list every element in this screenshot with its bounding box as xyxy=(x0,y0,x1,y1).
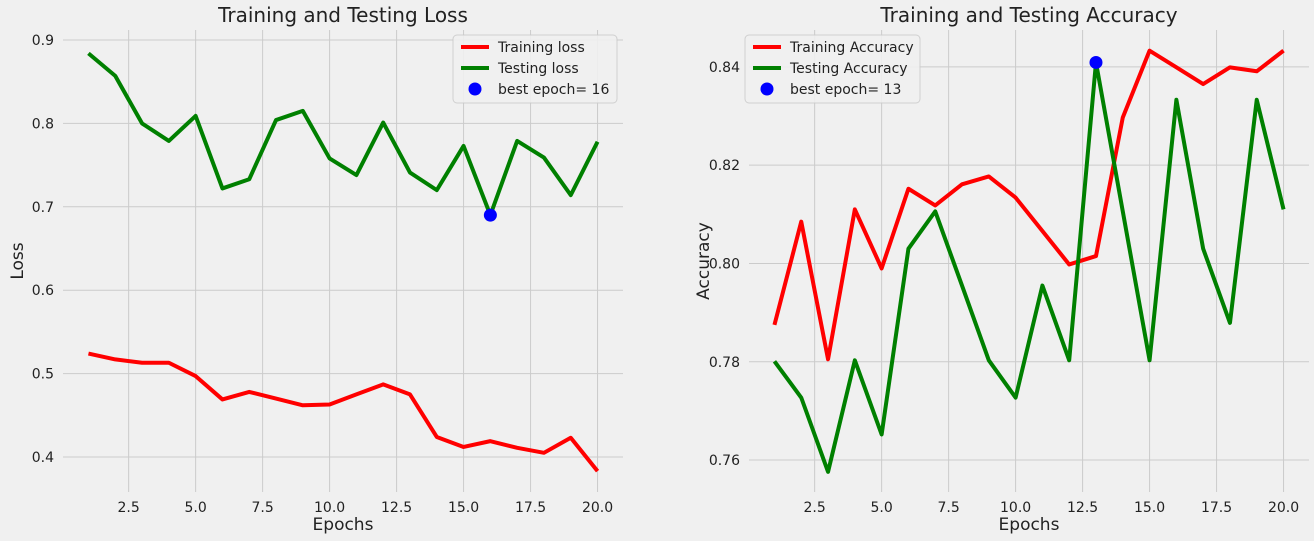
x-tick-label: 10.0 xyxy=(1000,500,1031,516)
x-tick-label: 12.5 xyxy=(1067,500,1098,516)
best-epoch-marker xyxy=(483,208,497,222)
legend: Training loss Testing loss best epoch= 16 xyxy=(452,34,618,104)
x-axis-label: Epochs xyxy=(999,515,1060,535)
chart-2: 2.5 5.0 7.5 10.0 12.5 15.0 17.5 20.0 0.76 0.78 0.8… xyxy=(694,3,1309,535)
y-axis-label: Accuracy xyxy=(694,222,714,300)
legend: Training Accuracy Testing Accuracy best ep… xyxy=(744,34,921,104)
y-tick-label: 0.4 xyxy=(32,450,54,466)
x-tick-label: 5.0 xyxy=(184,500,206,516)
legend-label: Testing loss xyxy=(497,61,579,77)
chart-1: 2.5 5.0 7.5 10.0 12.5 15.0 17.5 20.0 0.4 0.5 0.6 0.… xyxy=(8,3,623,535)
x-tick-label: 2.5 xyxy=(118,500,140,516)
y-tick-label: 0.76 xyxy=(709,453,740,469)
x-tick-label: 7.5 xyxy=(937,500,959,516)
y-axis-label: Loss xyxy=(8,242,28,279)
x-tick-label: 17.5 xyxy=(515,500,546,516)
x-tick-label: 5.0 xyxy=(870,500,892,516)
y-tick-label: 0.84 xyxy=(709,60,740,76)
y-tick-label: 0.80 xyxy=(709,256,740,272)
series-line-testing xyxy=(87,51,600,218)
series-line-training xyxy=(772,48,1285,362)
legend-label: best epoch= 13 xyxy=(790,82,901,98)
legend-label: Training loss xyxy=(497,40,585,56)
legend-box xyxy=(744,34,921,104)
legend-label: best epoch= 16 xyxy=(498,82,609,98)
chart-title: Training and Testing Accuracy xyxy=(879,3,1177,27)
x-tick-label: 20.0 xyxy=(1268,500,1299,516)
y-tick-label: 0.5 xyxy=(32,367,54,383)
legend-box xyxy=(452,34,618,104)
x-tick-label: 20.0 xyxy=(582,500,613,516)
x-tick-label: 7.5 xyxy=(251,500,273,516)
y-tick-label: 0.82 xyxy=(709,158,740,174)
y-tick-label: 0.8 xyxy=(32,116,54,132)
y-tick-label: 0.6 xyxy=(32,283,54,299)
x-axis-label: Epochs xyxy=(313,515,374,535)
x-tick-label: 10.0 xyxy=(314,500,345,516)
chart-title: Training and Testing Loss xyxy=(217,3,468,27)
x-tick-label: 15.0 xyxy=(1134,500,1165,516)
legend-swatch-marker xyxy=(760,82,774,96)
x-tick-label: 12.5 xyxy=(381,500,412,516)
best-epoch-marker xyxy=(1089,55,1103,69)
series-line-training xyxy=(88,351,600,473)
legend-label: Training Accuracy xyxy=(789,40,914,56)
series-line-testing xyxy=(772,60,1286,474)
x-tick-label: 2.5 xyxy=(804,500,826,516)
legend-label: Testing Accuracy xyxy=(789,61,908,77)
x-tick-label: 17.5 xyxy=(1201,500,1232,516)
y-tick-label: 0.78 xyxy=(709,355,740,371)
y-tick-label: 0.9 xyxy=(32,33,54,49)
plot-area xyxy=(63,30,623,492)
y-tick-label: 0.7 xyxy=(32,200,54,216)
legend-swatch-marker xyxy=(468,82,482,96)
x-tick-label: 15.0 xyxy=(448,500,479,516)
